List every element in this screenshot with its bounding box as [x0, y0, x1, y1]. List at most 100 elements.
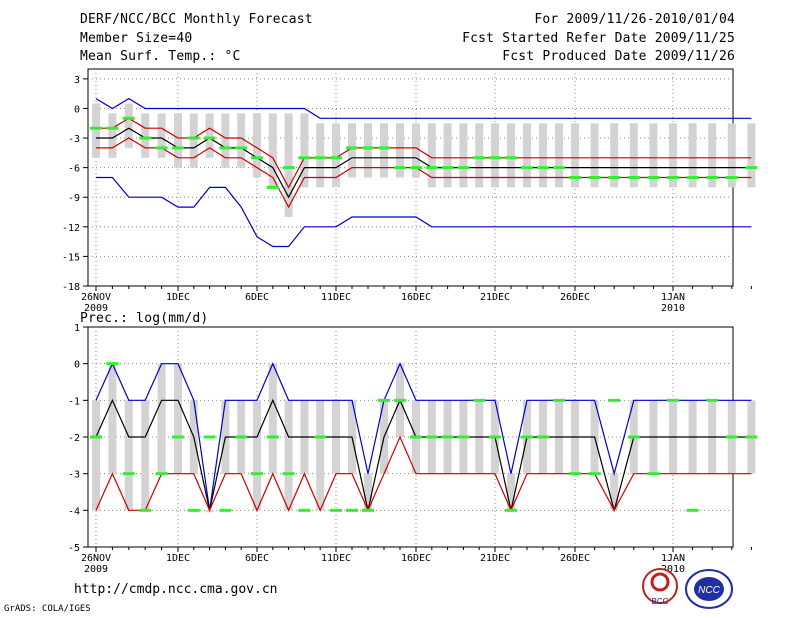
spread-bar — [174, 113, 182, 168]
spread-bar — [443, 123, 452, 188]
observed-marker — [298, 156, 311, 160]
y-tick-label: -5 — [68, 543, 80, 554]
spread-bar — [491, 123, 499, 188]
observed-marker — [725, 435, 738, 439]
x-tick-year-label: 2009 — [84, 564, 108, 575]
observed-marker — [608, 176, 621, 179]
observed-marker — [725, 176, 738, 179]
observed-marker — [457, 166, 470, 170]
spread-bar — [316, 123, 325, 188]
observed-marker — [106, 362, 119, 366]
spread-bar — [459, 123, 468, 188]
observed-marker — [553, 166, 565, 170]
x-tick-label: 26NOV — [81, 553, 111, 564]
observed-marker — [394, 398, 406, 402]
observed-marker — [745, 166, 758, 170]
spread-bar — [205, 113, 214, 158]
forecast-produced-date: Fcst Produced Date 2009/11/26 — [502, 49, 735, 64]
observed-marker — [425, 166, 438, 170]
observed-marker — [627, 176, 640, 179]
observed-marker — [314, 156, 327, 160]
grads-credit: GrADS: COLA/IGES — [4, 604, 91, 614]
spread-bar — [108, 113, 117, 158]
spread-bar — [669, 123, 677, 188]
spread-bar — [396, 123, 404, 178]
x-tick-label: 21DEC — [480, 292, 510, 303]
y-tick-label: -9 — [68, 193, 80, 204]
y-tick-label: 0 — [74, 104, 80, 115]
spread-bar — [189, 113, 198, 168]
ncc-logo: NCC — [685, 569, 733, 609]
spread-bar — [688, 123, 697, 188]
observed-marker — [139, 508, 152, 512]
observed-marker — [745, 435, 758, 439]
y-tick-label: 1 — [74, 323, 80, 334]
observed-marker — [553, 398, 565, 402]
x-tick-year-label: 2010 — [661, 303, 685, 314]
observed-marker — [441, 166, 454, 170]
observed-marker — [219, 508, 232, 512]
bcc-logo-text: BCC — [652, 597, 669, 606]
observed-marker — [203, 136, 216, 140]
observed-marker — [203, 435, 216, 439]
spread-bar — [555, 123, 563, 188]
series-line-mean — [95, 398, 752, 513]
y-tick-label: -6 — [68, 164, 80, 175]
series-line-max — [95, 97, 752, 119]
website-url[interactable]: http://cmdp.ncc.cma.gov.cn — [74, 582, 278, 597]
member-size-label: Member Size=40 — [80, 31, 193, 46]
x-tick-year-label: 2010 — [661, 564, 685, 575]
forecast-started-date: Fcst Started Refer Date 2009/11/25 — [462, 31, 735, 46]
spread-bar — [507, 123, 515, 188]
observed-marker — [706, 398, 719, 402]
observed-marker — [330, 156, 342, 160]
observed-marker — [122, 472, 135, 476]
observed-marker — [122, 116, 135, 120]
observed-marker — [282, 472, 295, 476]
ncc-logo-text: NCC — [698, 585, 720, 596]
x-tick-label: 11DEC — [321, 553, 351, 564]
observed-marker — [569, 472, 581, 476]
observed-marker — [667, 398, 679, 402]
observed-marker — [457, 435, 470, 439]
observed-marker — [410, 435, 422, 439]
observed-marker — [187, 508, 200, 512]
spread-bar — [108, 363, 117, 474]
observed-marker — [588, 176, 601, 179]
observed-marker — [172, 146, 184, 150]
observed-marker — [706, 176, 719, 179]
spread-bar — [268, 113, 277, 188]
x-tick-label: 16DEC — [401, 553, 431, 564]
spread-bar — [174, 363, 182, 474]
observed-marker — [172, 435, 184, 439]
spread-bar — [157, 113, 166, 158]
spread-bar — [523, 123, 531, 188]
observed-marker — [266, 185, 279, 189]
observed-marker — [521, 166, 533, 170]
spread-bar — [332, 123, 340, 188]
y-tick-label: -3 — [68, 134, 80, 145]
observed-marker — [537, 435, 549, 439]
spread-bar — [124, 103, 133, 148]
observed-marker — [394, 166, 406, 170]
y-tick-label: -3 — [68, 470, 80, 481]
y-tick-label: -12 — [62, 223, 80, 234]
variable-label: Mean Surf. Temp.: °C — [80, 49, 241, 64]
x-tick-label: 16DEC — [401, 292, 431, 303]
series-line-max — [95, 362, 752, 511]
observed-marker — [90, 126, 102, 130]
y-tick-label: -2 — [68, 433, 80, 444]
observed-marker — [362, 146, 374, 150]
series-line-min — [96, 176, 752, 248]
spread-bar — [571, 123, 579, 188]
observed-marker — [346, 508, 358, 512]
series-line-mean — [96, 127, 752, 199]
observed-marker — [647, 472, 660, 476]
spread-bar — [364, 123, 372, 178]
observed-marker — [667, 176, 679, 179]
spread-bar — [590, 123, 599, 188]
y-tick-label: -4 — [68, 506, 80, 517]
observed-marker — [139, 136, 152, 140]
